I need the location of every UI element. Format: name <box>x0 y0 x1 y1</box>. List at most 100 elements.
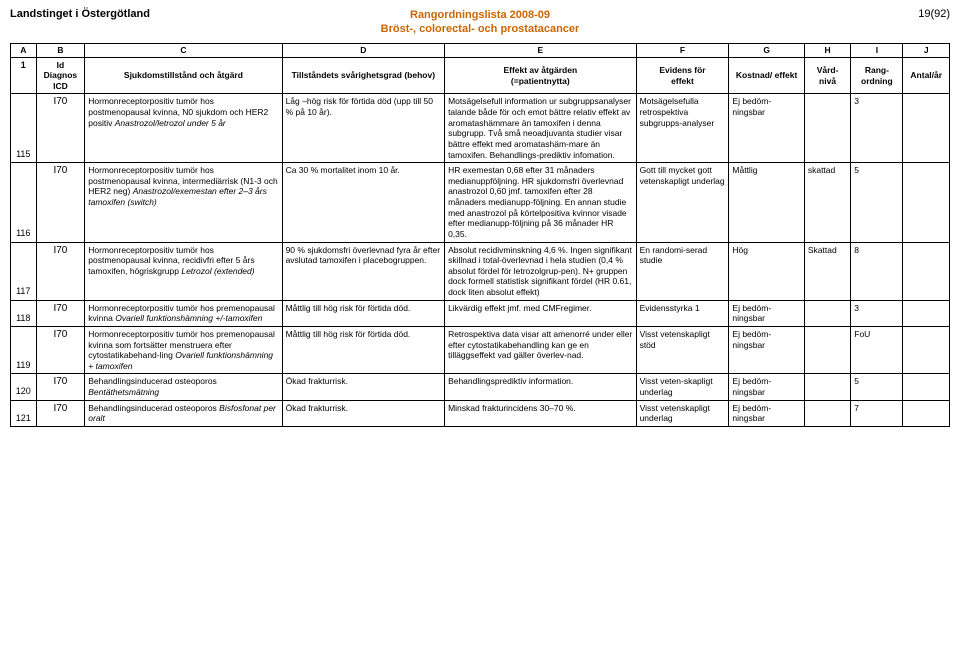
col-letter: A <box>11 43 37 57</box>
cell-j <box>903 94 950 163</box>
col-letter: H <box>804 43 850 57</box>
cell-i: 7 <box>851 400 903 426</box>
cell-j <box>903 326 950 374</box>
cell-d: Måttlig till hög risk för förtida död. <box>282 326 444 374</box>
header-vard-1: Vård- <box>808 65 847 76</box>
header-rownum: 1 <box>11 57 37 94</box>
cell-icd: I70 <box>36 400 85 426</box>
cell-j <box>903 374 950 400</box>
header-rang-1: Rang- <box>854 65 899 76</box>
page-header: Landstinget i Östergötland Rangordningsl… <box>10 8 950 37</box>
header-antal: Antal/år <box>903 57 950 94</box>
cell-sjukdom: Hormonreceptorpositiv tumör hos premenop… <box>85 326 282 374</box>
header-rang-2: ordning <box>854 76 899 87</box>
cell-i: 5 <box>851 163 903 242</box>
cell-i: 3 <box>851 94 903 163</box>
cell-d: Låg –hög risk för förtida död (upp till … <box>282 94 444 163</box>
cell-h <box>804 400 850 426</box>
treatment-text: Bentäthetsmätning <box>88 387 159 397</box>
row-number: 119 <box>11 326 37 374</box>
cell-f: Gott till mycket gott vetenskapligt unde… <box>636 163 729 242</box>
header-evidens: Evidens för effekt <box>636 57 729 94</box>
cell-sjukdom: Hormonreceptorpositiv tumör hos postmeno… <box>85 242 282 300</box>
col-letter: B <box>36 43 85 57</box>
table-row: 115I70Hormonreceptorpositiv tumör hos po… <box>11 94 950 163</box>
cell-j <box>903 242 950 300</box>
cell-f: Motsägelsefulla retrospektiva subgrupps-… <box>636 94 729 163</box>
cell-icd: I70 <box>36 163 85 242</box>
cell-h <box>804 374 850 400</box>
ranking-table: A B C D E F G H I J 1 Id Diagnos ICD Sju… <box>10 43 950 427</box>
header-left: Landstinget i Östergötland <box>10 8 245 20</box>
cell-h <box>804 94 850 163</box>
cell-sjukdom: Hormonreceptorpositiv tumör hos postmeno… <box>85 163 282 242</box>
cell-d: Ca 30 % mortalitet inom 10 år. <box>282 163 444 242</box>
cell-f: Visst veten-skapligt underlag <box>636 374 729 400</box>
cell-e: HR exemestan 0,68 efter 31 månaders medi… <box>445 163 637 242</box>
treatment-text: Anastrozol/letrozol under 5 år <box>115 118 226 128</box>
row-number: 116 <box>11 163 37 242</box>
condition-text: Behandlingsinducerad osteoporos <box>88 403 219 413</box>
header-rang: Rang- ordning <box>851 57 903 94</box>
header-vardniva: Vård- nivå <box>804 57 850 94</box>
col-letter: G <box>729 43 804 57</box>
column-letters-row: A B C D E F G H I J <box>11 43 950 57</box>
cell-i: 3 <box>851 300 903 326</box>
cell-j <box>903 163 950 242</box>
col-letter: E <box>445 43 637 57</box>
cell-i: 8 <box>851 242 903 300</box>
header-center: Rangordningslista 2008-09 Bröst-, colore… <box>245 8 715 37</box>
row-number: 118 <box>11 300 37 326</box>
cell-h <box>804 300 850 326</box>
header-kostnad: Kostnad/ effekt <box>729 57 804 94</box>
table-row: 119I70Hormonreceptorpositiv tumör hos pr… <box>11 326 950 374</box>
cell-e: Minskad frakturincidens 30–70 %. <box>445 400 637 426</box>
cell-g: Måttlig <box>729 163 804 242</box>
table-row: 117I70Hormonreceptorpositiv tumör hos po… <box>11 242 950 300</box>
cell-icd: I70 <box>36 374 85 400</box>
cell-g: Ej bedöm-ningsbar <box>729 400 804 426</box>
cell-e: Behandlingsprediktiv information. <box>445 374 637 400</box>
header-id: Id <box>40 60 82 71</box>
cell-f: Visst vetenskapligt underlag <box>636 400 729 426</box>
cell-e: Absolut recidivminskning 4,6 %. Ingen si… <box>445 242 637 300</box>
cell-sjukdom: Hormonreceptorpositiv tumör hos premenop… <box>85 300 282 326</box>
treatment-text: Ovariell funktionshämning +/-tamoxifen <box>115 313 262 323</box>
cell-j <box>903 300 950 326</box>
header-evidens-1: Evidens för <box>640 65 726 76</box>
cell-f: Visst vetenskapligt stöd <box>636 326 729 374</box>
row-number: 120 <box>11 374 37 400</box>
table-row: 116I70Hormonreceptorpositiv tumör hos po… <box>11 163 950 242</box>
cell-d: Måttlig till hög risk för förtida död. <box>282 300 444 326</box>
condition-text: Behandlingsinducerad osteoporos <box>88 376 217 386</box>
cell-g: Ej bedöm-ningsbar <box>729 326 804 374</box>
cell-sjukdom: Behandlingsinducerad osteoporos Bentäthe… <box>85 374 282 400</box>
cell-icd: I70 <box>36 326 85 374</box>
cell-e: Retrospektiva data visar att amenorré un… <box>445 326 637 374</box>
treatment-text: Letrozol (extended) <box>181 266 254 276</box>
cell-icd: I70 <box>36 242 85 300</box>
row-number: 121 <box>11 400 37 426</box>
header-effekt-2: (=patientnytta) <box>448 76 633 87</box>
col-letter: I <box>851 43 903 57</box>
table-row: 118I70Hormonreceptorpositiv tumör hos pr… <box>11 300 950 326</box>
cell-h: skattad <box>804 163 850 242</box>
header-vard-2: nivå <box>808 76 847 87</box>
header-diagnos-label: Diagnos <box>40 70 82 81</box>
cell-i: 5 <box>851 374 903 400</box>
cell-g: Hög <box>729 242 804 300</box>
row-number: 117 <box>11 242 37 300</box>
cell-g: Ej bedöm-ningsbar <box>729 300 804 326</box>
header-sjukdom: Sjukdomstillstånd och åtgärd <box>85 57 282 94</box>
header-title-1: Rangordningslista 2008-09 <box>410 9 550 21</box>
cell-d: Ökad frakturrisk. <box>282 400 444 426</box>
cell-d: 90 % sjukdomsfri överlevnad fyra år efte… <box>282 242 444 300</box>
col-letter: D <box>282 43 444 57</box>
header-diagnos: Id Diagnos ICD <box>36 57 85 94</box>
table-row: 120I70Behandlingsinducerad osteoporos Be… <box>11 374 950 400</box>
cell-f: En randomi-serad studie <box>636 242 729 300</box>
cell-h: Skattad <box>804 242 850 300</box>
cell-sjukdom: Behandlingsinducerad osteoporos Bisfosfo… <box>85 400 282 426</box>
header-tillstand: Tillståndets svårighetsgrad (behov) <box>282 57 444 94</box>
cell-i: FoU <box>851 326 903 374</box>
